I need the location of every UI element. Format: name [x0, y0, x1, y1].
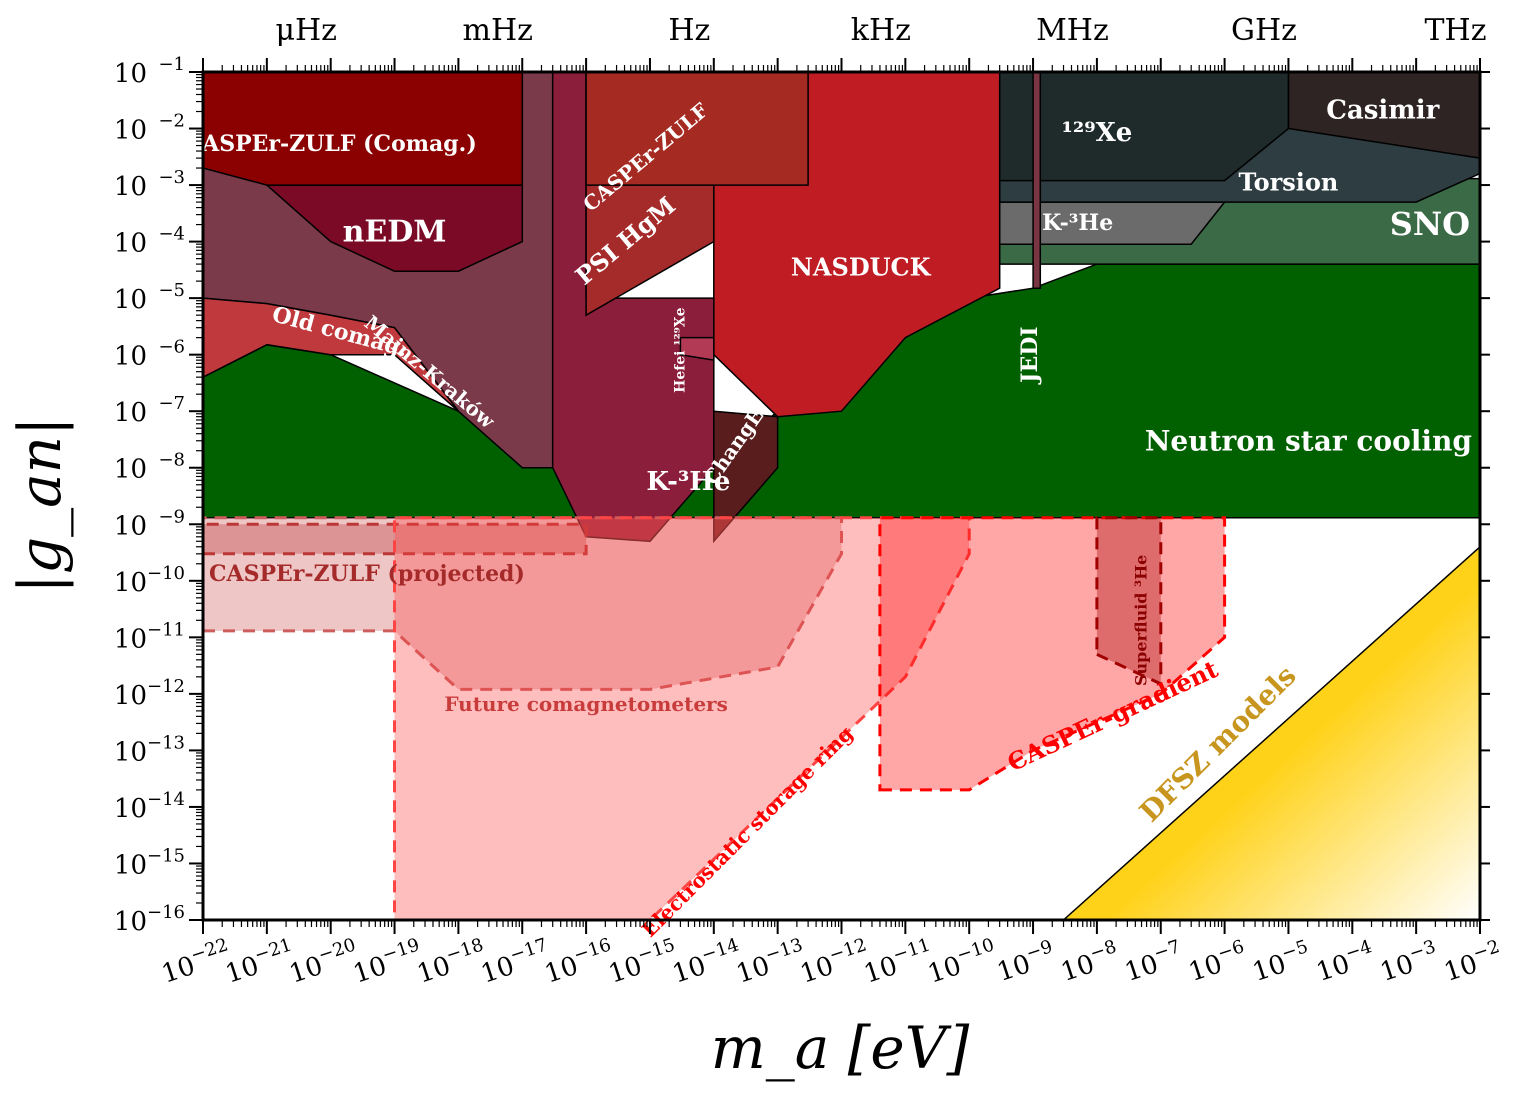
- label-nasduck: NASDUCK: [791, 253, 932, 282]
- x-tick-label: 10−3: [1375, 936, 1443, 988]
- y-tick-label: 10: [114, 568, 147, 598]
- top-axis-label: Hz: [668, 13, 710, 48]
- y-tick-label: 10: [114, 681, 147, 711]
- region-129xe: [998, 71, 1290, 182]
- x-tick-label: 10−2: [1439, 936, 1507, 988]
- top-axis-label: mHz: [463, 13, 533, 48]
- x-tick-label: 10−5: [1247, 936, 1315, 988]
- top-axis-ticks: μHz mHz Hz kHz MHz GHz THz: [275, 13, 1486, 48]
- label-casper-zulf-projected-: CASPEr-ZULF (projected): [209, 561, 525, 587]
- label-torsion: Torsion: [1239, 168, 1339, 197]
- top-axis-label: THz: [1425, 13, 1487, 48]
- exclusion-regions: [201, 71, 1481, 922]
- y-tick-label: 10: [114, 737, 147, 767]
- top-axis-label: MHz: [1036, 13, 1109, 48]
- label-casimir: Casimir: [1326, 96, 1439, 126]
- y-tick-label: 10: [114, 455, 147, 485]
- label-hefei-129xe: Hefei ¹²⁹Xe: [673, 307, 689, 393]
- label-future-comagnetometers: Future comagnetometers: [444, 692, 728, 716]
- x-tick-label: 10−14: [667, 934, 745, 989]
- y-tick-exponent: −8: [158, 450, 185, 471]
- top-axis-label: GHz: [1231, 13, 1297, 48]
- y-tick-exponent: −3: [158, 167, 185, 188]
- region-hefei-129xe: [679, 336, 715, 361]
- region-jedi: [1032, 71, 1042, 289]
- label-nedm: nEDM: [343, 215, 447, 250]
- y-tick-label: 10: [114, 172, 147, 202]
- y-tick-label: 10: [114, 850, 147, 880]
- region-casper-gradient: [878, 516, 1227, 792]
- label-casper-zulf-comag-: CASPEr-ZULF (Comag.): [185, 131, 477, 157]
- y-axis-label: |g_an|: [6, 416, 74, 593]
- y-tick-exponent: −15: [147, 845, 185, 866]
- x-axis-ticks: 10−2210−2110−2010−1910−1810−1710−1610−15…: [158, 58, 1507, 990]
- y-tick-exponent: −10: [147, 563, 185, 584]
- y-tick-exponent: −16: [147, 902, 185, 923]
- label-neutron-star-cooling: Neutron star cooling: [1145, 425, 1472, 458]
- label-jedi: JEDI: [1017, 326, 1043, 385]
- y-tick-exponent: −4: [158, 224, 185, 245]
- y-tick-label: 10: [114, 794, 147, 824]
- x-tick-label: 10−10: [923, 934, 1001, 989]
- y-tick-label: 10: [114, 59, 147, 89]
- top-axis-label: μHz: [275, 13, 336, 48]
- y-tick-label: 10: [114, 624, 147, 654]
- y-tick-exponent: −5: [158, 280, 185, 301]
- label-k-3he: K-³He: [646, 467, 730, 497]
- y-tick-label: 10: [114, 511, 147, 541]
- x-tick-label: 10−8: [1056, 936, 1124, 988]
- y-tick-exponent: −2: [158, 111, 185, 132]
- y-tick-label: 10: [114, 342, 147, 372]
- region-change: [713, 410, 779, 544]
- y-tick-label: 10: [114, 229, 147, 259]
- x-tick-label: 10−19: [348, 934, 426, 989]
- region-future-comagnetometers: [201, 516, 843, 691]
- y-tick-label: 10: [114, 907, 147, 937]
- region-superfluid-3he: [1095, 516, 1163, 687]
- x-axis-label: m_a [eV]: [711, 1014, 970, 1082]
- y-tick-exponent: −11: [147, 619, 185, 640]
- y-tick-exponent: −1: [158, 54, 185, 75]
- y-tick-exponent: −7: [158, 393, 185, 414]
- y-tick-label: 10: [114, 116, 147, 146]
- y-tick-exponent: −6: [158, 337, 185, 358]
- x-tick-label: 10−9: [992, 936, 1060, 988]
- label-sno: SNO: [1390, 205, 1470, 243]
- y-tick-exponent: −13: [147, 732, 185, 753]
- label-129xe: ¹²⁹Xe: [1061, 118, 1132, 148]
- y-tick-exponent: −12: [147, 676, 185, 697]
- region-old-comag-: [202, 297, 459, 412]
- label-k-3he-high-mass-: K-³He: [1042, 210, 1113, 236]
- region-casper-zulf-comag-: [202, 71, 524, 186]
- label-superfluid-3he: Superfluid ³He: [1132, 555, 1151, 686]
- y-tick-label: 10: [114, 398, 147, 428]
- x-tick-label: 10−4: [1311, 936, 1379, 988]
- region-electrostatic-storage-ring: [393, 516, 971, 922]
- x-tick-label: 10−6: [1184, 936, 1252, 988]
- y-tick-label: 10: [114, 285, 147, 315]
- y-tick-exponent: −9: [158, 506, 185, 527]
- y-tick-exponent: −14: [147, 789, 185, 810]
- x-tick-label: 10−7: [1120, 936, 1188, 988]
- top-axis-label: kHz: [851, 13, 911, 48]
